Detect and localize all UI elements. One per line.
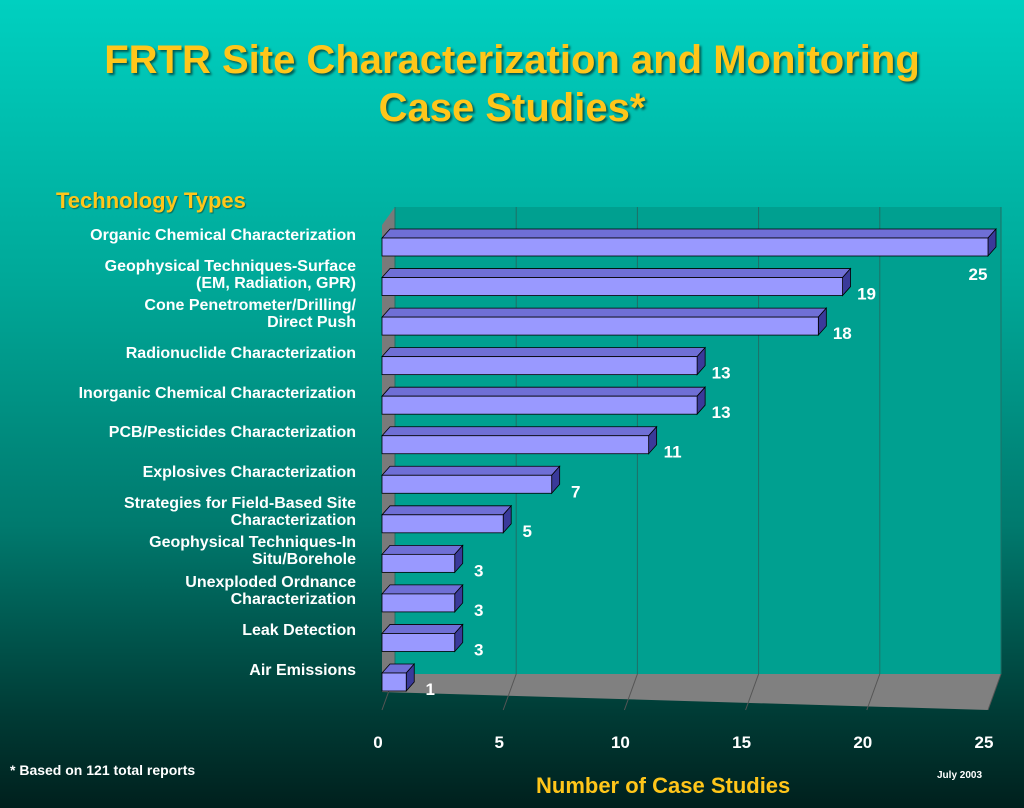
bar [381,435,650,455]
x-tick-label: 0 [373,733,382,752]
bar-top-face [381,347,707,358]
category-label-line: Geophysical Techniques-Surface [104,257,356,275]
x-axis-title: Number of Case Studies [536,773,791,798]
data-label: 25 [969,265,988,284]
data-label: 13 [712,403,731,422]
category-label-line: Inorganic Chemical Characterization [78,384,356,402]
category-label-line: Leak Detection [242,621,356,639]
bar [381,633,456,652]
category-label: Strategies for Field-Based Site Character… [0,495,356,529]
floor-gridline [745,673,760,711]
data-label: 18 [833,324,852,343]
category-label-line: Organic Chemical Characterization [90,226,356,244]
category-label-line: Characterization [230,590,356,608]
data-label: 3 [474,601,483,620]
x-tick-label: 25 [975,733,994,752]
data-label: 3 [474,561,483,580]
bar [381,474,553,494]
bar-top-face [381,584,464,595]
data-label: 3 [474,640,483,659]
bar-top-face [381,505,513,516]
category-label: Radionuclide Characterization [0,345,356,362]
category-label-line: Unexploded Ordnance [185,573,356,591]
bar [381,514,504,534]
category-label: Organic Chemical Characterization [0,227,356,244]
category-label-line: Air Emissions [249,661,356,679]
x-tick-label: 10 [611,733,630,752]
data-label: 5 [522,522,531,541]
category-label: Explosives Characterization [0,464,356,481]
bar [381,553,456,573]
x-tick-label: 15 [732,733,751,752]
bar-top-face [381,465,561,476]
category-label: Unexploded Ordnance Characterization [0,574,356,608]
category-label-line: Characterization [230,511,356,529]
category-label: PCB/Pesticides Characterization [0,424,356,441]
category-label-line: PCB/Pesticides Characterization [108,424,356,442]
bar-top-face [381,228,997,239]
category-label-line: Radionuclide Characterization [125,345,356,363]
chart-floor [382,674,1001,710]
title-line-1: FRTR Site Characterization and Monitorin… [104,38,920,82]
bar [381,593,456,613]
page-title: FRTR Site Characterization and Monitorin… [0,36,1024,132]
category-label-line: Explosives Characterization [142,463,356,481]
bar [381,672,407,692]
bar [381,277,843,296]
category-label-line: (EM, Radiation, GPR) [196,274,356,292]
date-stamp: July 2003 [937,770,983,781]
bar [381,356,698,376]
category-label-line: Strategies for Field-Based Site [123,494,356,512]
category-label-line: Direct Push [267,314,356,332]
bar-top-face [381,268,852,278]
bar-top-face [381,307,828,318]
floor-gridline [866,673,881,711]
y-axis-title: Technology Types [56,188,246,213]
data-label: 1 [426,680,435,699]
bar-top-face [381,426,658,437]
category-label: Air Emissions [0,662,356,679]
bar-top-face [381,544,464,555]
category-label-line: Cone Penetrometer/Drilling/ [144,297,356,315]
category-label: Geophysical Techniques-In Situ/Borehole [0,534,356,568]
bar-top-face [381,624,464,634]
x-tick-label: 5 [494,733,503,752]
bar-top-face [381,386,707,397]
bar [381,237,989,257]
bar [381,316,819,336]
category-label: Leak Detection [0,622,356,639]
category-label-line: Situ/Borehole [251,551,356,569]
title-line-2: Case Studies* [378,86,646,130]
data-label: 19 [857,285,876,304]
category-label: Cone Penetrometer/Drilling/Direct Push [0,297,356,331]
data-label: 11 [664,443,682,462]
data-label: 7 [571,482,580,501]
floor-gridline [502,673,517,711]
footnote: * Based on 121 total reports [10,762,196,778]
floor-gridline [623,673,638,711]
category-label-line: Geophysical Techniques-In [149,534,356,552]
category-label: Inorganic Chemical Characterization [0,385,356,402]
floor-gridline [987,673,1002,711]
x-tick-label: 20 [853,733,872,752]
category-label: Geophysical Techniques-Surface (EM, Radia… [0,258,356,292]
data-label: 13 [712,364,731,383]
bar [381,395,698,415]
